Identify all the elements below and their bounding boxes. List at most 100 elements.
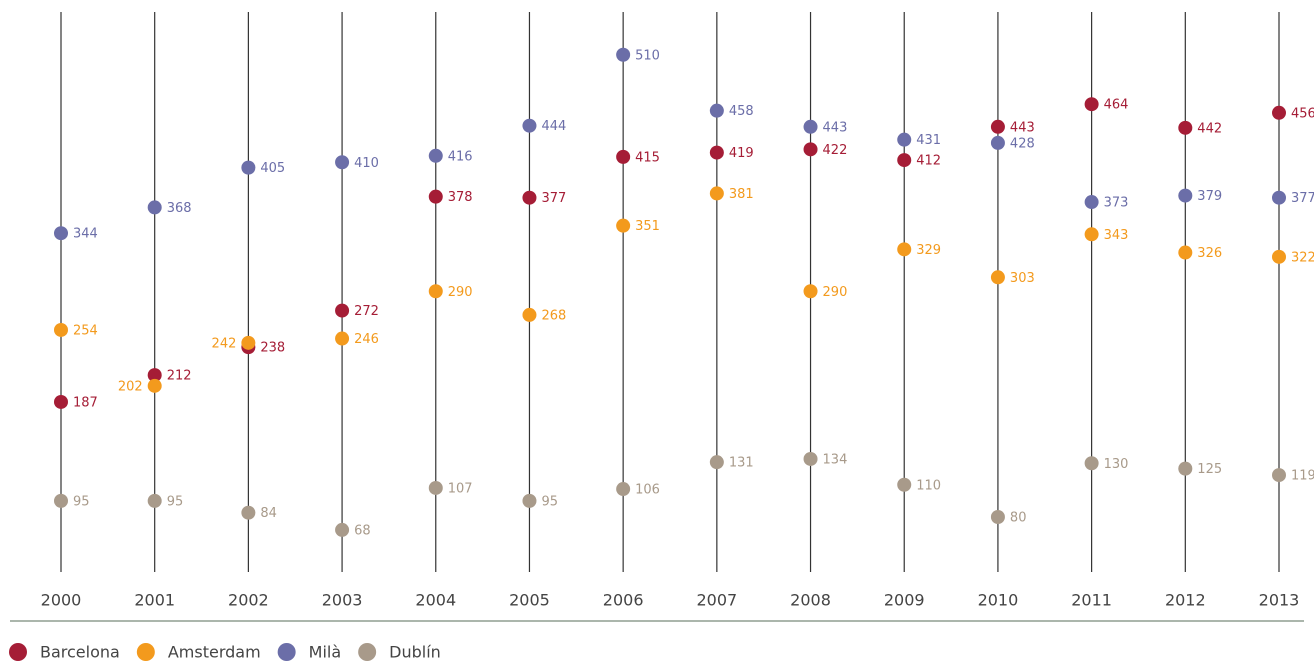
dot xyxy=(54,394,68,409)
data-label: 351 xyxy=(635,219,660,234)
legend-swatch xyxy=(358,643,377,661)
data-label: 322 xyxy=(1291,250,1314,265)
dot xyxy=(1272,249,1286,264)
dot xyxy=(709,455,724,470)
legend-label: Dublín xyxy=(389,643,441,661)
dot xyxy=(428,480,443,495)
data-label: 95 xyxy=(73,494,90,509)
data-label: 464 xyxy=(1104,98,1129,113)
legend-label: Amsterdam xyxy=(168,643,261,661)
dot xyxy=(897,477,912,492)
dot xyxy=(803,284,818,299)
data-label: 431 xyxy=(916,133,941,148)
dot xyxy=(803,119,818,134)
dot xyxy=(54,226,68,241)
data-label: 212 xyxy=(167,369,192,384)
dot xyxy=(147,368,162,383)
data-label: 444 xyxy=(541,119,566,134)
dot xyxy=(241,335,256,350)
dot xyxy=(335,522,350,537)
dot xyxy=(335,331,350,346)
data-label: 202 xyxy=(118,379,143,394)
dot xyxy=(616,149,631,164)
dot xyxy=(1272,468,1286,483)
x-tick-label: 2009 xyxy=(884,591,925,610)
dot xyxy=(616,218,631,233)
dot xyxy=(1178,188,1193,203)
data-label: 187 xyxy=(73,395,98,410)
x-tick-label: 2005 xyxy=(509,591,550,610)
data-label: 290 xyxy=(823,285,848,300)
data-label: 344 xyxy=(73,227,98,242)
dot xyxy=(147,200,162,215)
data-label: 412 xyxy=(916,154,941,169)
data-label: 84 xyxy=(260,506,277,521)
dot xyxy=(897,153,912,168)
data-label: 80 xyxy=(1010,511,1027,526)
data-label: 510 xyxy=(635,48,660,63)
dot xyxy=(897,242,912,257)
dot xyxy=(803,451,818,466)
data-label: 442 xyxy=(1197,121,1222,136)
dot xyxy=(709,103,724,118)
data-label: 290 xyxy=(448,285,473,300)
dot xyxy=(1178,245,1193,260)
dot xyxy=(54,493,68,508)
dot xyxy=(241,160,256,175)
legend-label: Milà xyxy=(309,643,342,661)
dot xyxy=(990,135,1005,150)
x-tick-label: 2001 xyxy=(134,591,175,610)
dot xyxy=(1084,97,1099,112)
dot xyxy=(428,148,443,163)
data-label: 381 xyxy=(729,187,754,202)
dot xyxy=(1084,195,1099,210)
data-label: 134 xyxy=(823,452,848,467)
data-label: 428 xyxy=(1010,136,1035,151)
legend-swatch xyxy=(136,643,155,661)
x-tick-label: 2013 xyxy=(1259,591,1300,610)
data-label: 368 xyxy=(167,201,192,216)
dot xyxy=(709,186,724,201)
dot xyxy=(522,307,537,322)
dot xyxy=(1178,120,1193,135)
data-label: 254 xyxy=(73,323,98,338)
legend-swatch xyxy=(9,643,27,661)
data-label: 443 xyxy=(1010,120,1035,135)
data-label: 242 xyxy=(212,336,237,351)
data-label: 246 xyxy=(354,332,379,347)
x-tick-label: 2007 xyxy=(696,591,737,610)
dot xyxy=(335,155,350,170)
dot xyxy=(147,493,162,508)
dot xyxy=(1272,105,1286,120)
dot xyxy=(522,493,537,508)
data-label: 107 xyxy=(448,481,473,496)
data-label: 131 xyxy=(729,456,754,471)
dot xyxy=(522,190,537,205)
data-label: 443 xyxy=(823,120,848,135)
data-label: 326 xyxy=(1197,246,1222,261)
dot xyxy=(241,505,256,520)
dot xyxy=(522,118,537,133)
data-label: 130 xyxy=(1104,457,1129,472)
dot xyxy=(990,119,1005,134)
data-label: 95 xyxy=(541,494,558,509)
x-tick-label: 2003 xyxy=(322,591,363,610)
data-label: 415 xyxy=(635,150,660,165)
dot xyxy=(990,510,1005,524)
data-label: 119 xyxy=(1291,469,1314,484)
data-label: 419 xyxy=(729,146,754,161)
dot xyxy=(428,189,443,204)
data-label: 329 xyxy=(916,243,941,258)
data-label: 405 xyxy=(260,161,285,176)
dot xyxy=(897,132,912,147)
dot xyxy=(335,303,350,318)
dot xyxy=(616,482,631,497)
data-label: 125 xyxy=(1197,462,1222,477)
dot xyxy=(147,378,162,393)
dot xyxy=(803,142,818,157)
data-label: 272 xyxy=(354,304,379,319)
dot xyxy=(709,145,724,160)
x-tick-label: 2011 xyxy=(1071,591,1112,610)
data-label: 110 xyxy=(916,478,941,493)
data-label: 343 xyxy=(1104,228,1129,243)
